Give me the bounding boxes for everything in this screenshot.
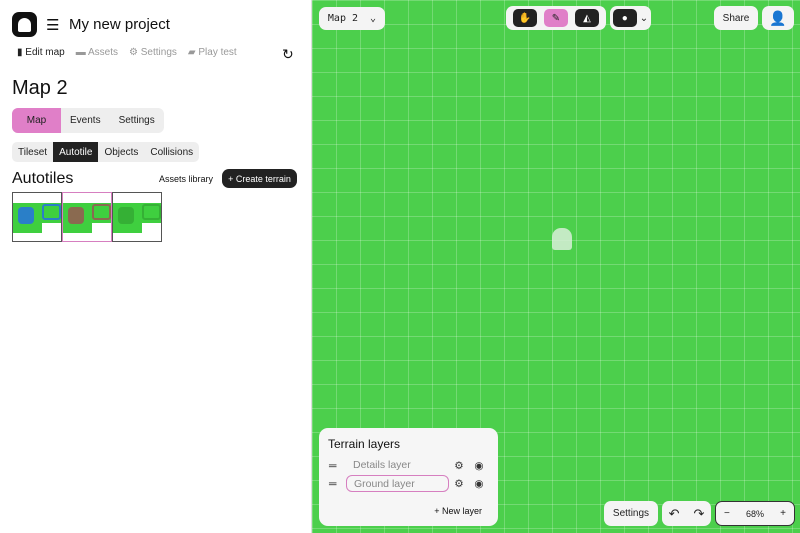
tab-objects[interactable]: Objects (104, 146, 139, 158)
terrain-layers-title: Terrain layers (328, 437, 401, 451)
undo-icon[interactable]: ↶ (668, 505, 680, 521)
zoom-level: 68% (745, 508, 764, 519)
create-terrain-button[interactable]: + Create terrain (222, 169, 297, 188)
menu-collapse-icon[interactable]: ☰ (46, 17, 60, 34)
pencil-icon[interactable]: ✎ (544, 9, 568, 27)
hand-icon[interactable]: ✋ (513, 9, 537, 27)
redo-icon[interactable]: ↷ (693, 505, 705, 521)
layer-name[interactable]: Details layer (353, 459, 411, 471)
tab-events[interactable]: Events (70, 115, 101, 126)
autotile-water[interactable] (12, 192, 62, 242)
layer-row[interactable]: ═ Ground layer ⚙ ◉ (329, 475, 489, 492)
layer-name[interactable]: Ground layer (346, 475, 449, 492)
layer-row[interactable]: ═ Details layer ⚙ ◉ (329, 457, 489, 474)
sub-tabs: Tileset Autotile Objects Collisions (12, 142, 200, 162)
map-settings-button[interactable]: Settings (604, 501, 658, 526)
circle-brush-icon: ● (612, 9, 637, 27)
main-tabs: Map Events Settings (12, 108, 164, 133)
tab-map[interactable]: Map (12, 108, 61, 133)
project-title: My new project (69, 16, 170, 33)
autotile-grass[interactable] (112, 192, 162, 242)
tab-collisions[interactable]: Collisions (150, 146, 194, 158)
nav-assets[interactable]: ▬ Assets (75, 47, 118, 58)
sidebar: ☰ My new project ▮ Edit map ▬ Assets ⚙ S… (0, 0, 312, 533)
zoom-control: − 68% + (715, 501, 795, 526)
gear-icon[interactable]: ⚙ (454, 477, 464, 490)
chevron-down-icon: ⌄ (639, 12, 649, 24)
nav-bar: ▮ Edit map ▬ Assets ⚙ Settings ▰ Play te… (17, 47, 237, 58)
drag-handle-icon[interactable]: ═ (329, 459, 337, 472)
user-icon[interactable]: 👤 (762, 6, 794, 30)
share-button[interactable]: Share (714, 6, 758, 30)
new-layer-button[interactable]: + New layer (434, 506, 482, 516)
nav-settings[interactable]: ⚙ Settings (129, 47, 177, 58)
refresh-icon[interactable]: ↻ (282, 46, 294, 62)
nav-edit-map[interactable]: ▮ Edit map (17, 47, 65, 58)
eraser-icon[interactable]: ◭ (575, 9, 599, 27)
page-title: Map 2 (12, 77, 68, 99)
brush-select[interactable]: ● ⌄ (610, 6, 651, 30)
tool-group: ✋ ✎ ◭ (506, 6, 606, 30)
autotile-dirt[interactable] (62, 192, 112, 242)
gear-icon[interactable]: ⚙ (454, 459, 464, 472)
terrain-layers-panel: Terrain layers ═ Details layer ⚙ ◉ ═ Grou… (319, 428, 498, 526)
ghost-logo[interactable] (12, 12, 37, 37)
tab-tileset[interactable]: Tileset (18, 146, 48, 158)
ghost-character[interactable] (552, 228, 572, 250)
eye-icon[interactable]: ◉ (474, 459, 484, 472)
zoom-out-button[interactable]: − (724, 508, 730, 519)
nav-play-test[interactable]: ▰ Play test (187, 47, 237, 58)
autotiles-heading: Autotiles (12, 170, 74, 187)
history-group: ↶ ↷ (662, 501, 711, 526)
tab-settings[interactable]: Settings (118, 115, 155, 126)
zoom-in-button[interactable]: + (780, 508, 786, 519)
eye-icon[interactable]: ◉ (474, 477, 484, 490)
tab-autotile[interactable]: Autotile (53, 142, 99, 162)
drag-handle-icon[interactable]: ═ (329, 477, 337, 490)
map-select[interactable]: Map 2 ⌄ (319, 7, 385, 30)
assets-library-link[interactable]: Assets library (159, 174, 214, 184)
